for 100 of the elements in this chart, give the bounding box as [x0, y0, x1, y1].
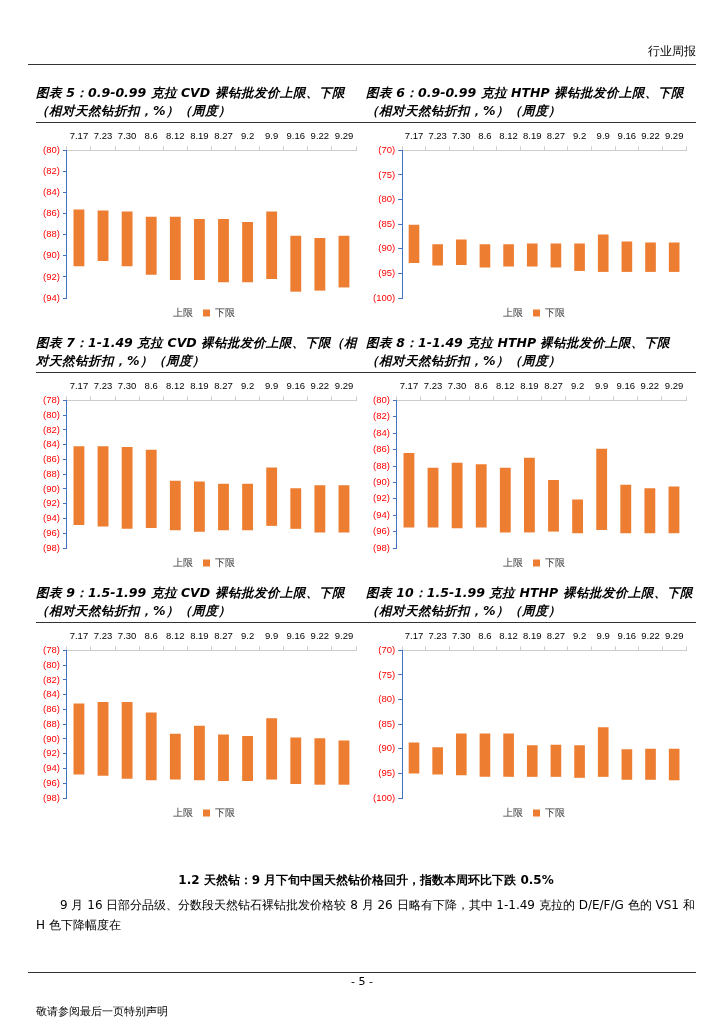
y-tick-label: (100) [372, 791, 396, 803]
x-tick-label: 7.17 [69, 630, 89, 642]
x-tick-label: 8.27 [214, 130, 233, 142]
chart-title: 图表 9：1.5-1.99 克拉 CVD 裸钻批发价上限、下限（相对天然钻折扣，%）（周度） [36, 584, 366, 623]
y-tick-label: (84) [372, 426, 390, 438]
y-tick-label: (85) [378, 717, 396, 729]
x-tick-label: 9.16 [286, 380, 306, 392]
x-tick-label: 8.12 [166, 380, 185, 392]
text: 上限 [503, 806, 523, 818]
y-tick-label: (94) [42, 291, 60, 303]
y-tick-label: (84) [42, 186, 60, 198]
x-tick-label: 8.27 [546, 130, 566, 142]
y-tick-label: (94) [372, 508, 390, 520]
x-tick-label: 7.30 [117, 380, 137, 392]
x-tick-label: 9.2 [240, 380, 255, 392]
x-tick-label: 9.22 [310, 380, 330, 392]
x-tick-label: 8.19 [190, 380, 209, 392]
x-tick-label: 8.12 [499, 630, 518, 642]
x-tick-label: 8.12 [166, 130, 185, 142]
x-tick-label: 9.29 [664, 130, 684, 142]
x-tick-label: 7.23 [428, 130, 447, 142]
legend-label: 下限 [545, 306, 565, 318]
y-tick-label: (90) [42, 249, 60, 261]
x-tick-label: 7.30 [452, 130, 471, 142]
y-tick-label: (80) [42, 408, 60, 420]
text: 上限 [173, 556, 193, 568]
text: 上限 [503, 556, 523, 568]
y-tick-label: (96) [42, 526, 60, 538]
chart-title: 图表 8：1-1.49 克拉 HTHP 裸钻批发价上限、下限（相对天然钻折扣，%）（周度） [366, 334, 696, 373]
x-tick-label: 8.19 [190, 630, 209, 642]
x-tick-label: 9.9 [596, 630, 610, 642]
x-tick-label: 9.9 [265, 380, 279, 392]
x-tick-label: 8.27 [546, 630, 566, 642]
y-tick-label: (84) [42, 438, 60, 450]
y-tick-label: (88) [42, 228, 60, 240]
x-tick-label: 9.2 [240, 630, 255, 642]
y-tick-label: (94) [42, 762, 60, 774]
x-tick-label: 9.9 [595, 380, 609, 392]
x-tick-label: 8.27 [214, 380, 233, 392]
x-tick-label: 7.30 [447, 380, 467, 392]
y-tick-label: (90) [42, 732, 60, 744]
x-tick-label: 9.22 [310, 630, 330, 642]
y-tick-label: (92) [372, 492, 390, 504]
x-tick-label: 9.29 [664, 630, 684, 642]
legend-label: 下限 [215, 806, 235, 818]
x-tick-label: 7.30 [452, 630, 471, 642]
y-tick-label: (82) [42, 673, 60, 685]
chart-title: 图表 7：1-1.49 克拉 CVD 裸钻批发价上限、下限（相对天然钻折扣，%）（周度） [36, 334, 366, 373]
legend-label: 下限 [215, 306, 235, 318]
chart-title: 图表 10：1.5-1.99 克拉 HTHP 裸钻批发价上限、下限（相对天然钻折扣，%）（周度） [366, 584, 696, 623]
x-tick-label: 7.23 [428, 630, 447, 642]
y-tick-label: (70) [378, 144, 396, 156]
y-tick-label: (70) [378, 644, 396, 656]
text: 上限 [173, 806, 193, 818]
x-tick-label: 8.19 [190, 130, 209, 142]
x-tick-label: 7.17 [399, 380, 419, 392]
x-tick-label: 7.30 [117, 630, 137, 642]
y-tick-label: (98) [372, 541, 390, 553]
y-tick-label: (78) [42, 644, 60, 656]
y-tick-label: (85) [378, 217, 396, 229]
y-tick-label: (88) [372, 459, 390, 471]
legend-label: 下限 [545, 556, 565, 568]
x-tick-label: 7.23 [93, 130, 113, 142]
x-tick-label: 7.17 [69, 130, 89, 142]
x-tick-label: 8.27 [544, 380, 563, 392]
legend-label: 下限 [545, 806, 565, 818]
y-tick-label: (80) [42, 658, 60, 670]
y-tick-label: (80) [378, 193, 396, 205]
y-tick-label: (86) [372, 443, 390, 455]
legend-label: 下限 [215, 556, 235, 568]
x-tick-label: 9.16 [616, 380, 636, 392]
x-tick-label: 7.17 [69, 380, 89, 392]
y-tick-label: (88) [42, 467, 60, 479]
y-tick-label: (82) [372, 410, 390, 422]
y-tick-label: (75) [378, 668, 396, 680]
x-tick-label: 9.29 [664, 380, 684, 392]
x-tick-label: 9.29 [334, 630, 354, 642]
x-tick-label: 7.17 [404, 630, 424, 642]
x-tick-label: 9.2 [572, 130, 587, 142]
y-tick-label: (80) [42, 144, 60, 156]
y-tick-label: (75) [378, 168, 396, 180]
y-tick-label: (88) [42, 717, 60, 729]
y-tick-label: (78) [42, 394, 60, 406]
x-tick-label: 8.6 [144, 630, 158, 642]
x-tick-label: 8.12 [166, 630, 185, 642]
y-tick-label: (80) [372, 394, 390, 406]
text: - 5 - [28, 972, 696, 988]
text: 行业周报 [648, 43, 696, 60]
y-tick-label: (95) [378, 267, 396, 279]
x-tick-label: 9.9 [265, 130, 279, 142]
y-tick-label: (92) [42, 270, 60, 282]
y-tick-label: (80) [378, 693, 396, 705]
x-tick-label: 9.22 [641, 630, 660, 642]
x-tick-label: 7.17 [404, 130, 424, 142]
text: 上限 [173, 306, 193, 318]
y-tick-label: (96) [42, 776, 60, 788]
x-tick-label: 9.22 [640, 380, 660, 392]
x-tick-label: 9.2 [570, 380, 585, 392]
x-tick-label: 8.6 [478, 630, 492, 642]
x-tick-label: 9.22 [310, 130, 330, 142]
